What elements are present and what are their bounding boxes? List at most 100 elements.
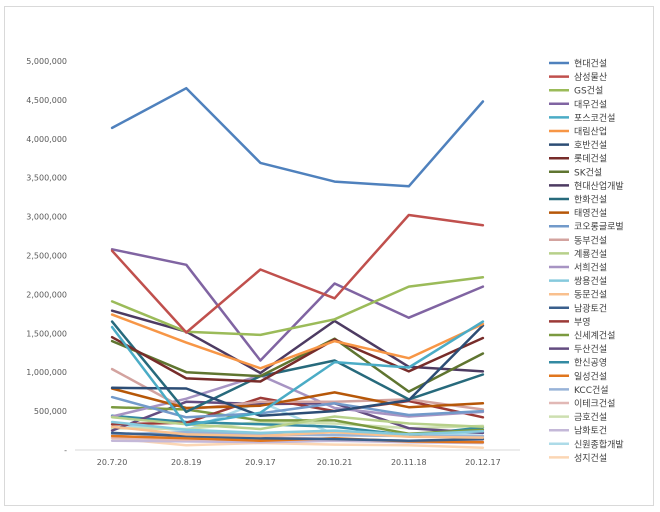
series-line-7 [110,324,485,418]
legend-label: 성지건설 [574,453,607,464]
legend-item: 서희건설 [549,262,607,274]
legend-item: SK건설 [549,167,602,178]
legend-label: SK건설 [574,167,602,178]
legend-item: 신세계건설 [549,330,615,342]
legend-item: 남광토건 [549,302,607,314]
legend-label: 한화건설 [574,195,607,206]
legend-item: 현대산업개발 [549,181,624,192]
legend-label: 포스코건설 [574,113,615,124]
legend-item: 코오롱글로벌 [549,222,624,233]
series-line-4 [110,248,485,362]
series-line-18 [110,425,485,439]
series-line-6 [110,313,485,370]
x-tick-label: 20.12.17 [465,458,501,467]
legend-item: 신원종합개발 [549,439,624,450]
legend-label: 현대건설 [574,59,607,70]
legend-label: 삼성물산 [574,72,607,83]
series-line-12 [110,387,485,410]
legend-item: 대림산업 [549,126,607,138]
series-line-30 [110,437,485,449]
y-tick-label: 5,000,000 [26,57,67,66]
series-line-13 [110,395,485,419]
legend-item: 두산건설 [549,344,607,355]
legend-item: 이테크건설 [549,399,615,410]
legend-item: 일성건설 [549,371,607,382]
legend-label: 신세계건설 [574,330,615,342]
legend-item: 삼성물산 [549,72,607,83]
legend-label: 현대산업개발 [574,181,624,192]
y-tick-label: - [64,446,67,455]
legend-item: 태영건설 [549,208,607,219]
legend-label: 코오롱글로벌 [574,222,624,233]
legend-label: KCC건설 [574,385,609,396]
legend-item: 금호건설 [549,412,607,423]
series-line-15 [110,415,485,431]
x-tick-label: 20.9.17 [245,458,276,467]
series-line-9 [110,337,485,393]
y-tick-label: 500,000 [34,407,67,416]
legend-label: 서희건설 [574,262,607,274]
legend-label: 쌍용건설 [574,276,607,287]
x-tick-label: 20.11.18 [391,458,427,467]
series-line-14 [110,367,485,411]
series-line-2 [110,213,485,334]
series-line-17 [110,420,485,436]
legend-item: 포스코건설 [549,113,615,124]
legend-label: 호반건설 [574,140,607,151]
legend-label: 이테크건설 [574,399,615,410]
legend-label: 계룡건설 [574,248,607,260]
legend-label: 두산건설 [574,344,607,355]
legend-item: 현대건설 [549,59,607,70]
series-line-11 [110,320,485,414]
y-tick-label: 4,500,000 [26,96,67,105]
x-tick-label: 20.8.19 [171,458,202,467]
legend-label: 롯데건설 [574,154,607,165]
legend-item: 한화건설 [549,195,607,206]
legend-item: 계룡건설 [549,248,607,260]
series-line-5 [110,320,485,427]
line-chart: - 500,000 1,000,000 1,500,000 2,000,000 2,500… [26,57,624,467]
legend-label: 동문건설 [574,290,607,301]
legend-label: 남화토건 [574,426,607,437]
y-tick-label: 3,000,000 [26,213,67,222]
legend-item: 동문건설 [549,290,607,301]
legend-label: 대우건설 [574,99,607,110]
legend-label: 대림산업 [574,126,607,138]
y-tick-label: 2,000,000 [26,290,67,299]
legend-item: 동부건설 [549,235,607,246]
legend-label: 금호건설 [574,412,607,423]
series-line-10 [110,309,485,375]
legend-item: 성지건설 [549,453,607,464]
series-line-8 [110,335,485,383]
y-tick-label: 2,500,000 [26,252,67,261]
legend-item: 호반건설 [549,140,607,151]
y-tick-label: 1,000,000 [26,368,67,377]
y-tick-label: 4,000,000 [26,135,67,144]
legend-item: 남화토건 [549,426,607,437]
x-tick-label: 20.10.21 [317,458,353,467]
series-lines [110,86,485,449]
legend-item: 한신공영 [549,358,607,369]
legend-item: 부영 [549,317,591,328]
legend-item: 쌍용건설 [549,276,607,287]
chart-frame: - 500,000 1,000,000 1,500,000 2,000,000 2,500… [4,6,654,506]
legend-item: 롯데건설 [549,154,607,165]
x-tick-label: 20.7.20 [97,458,128,467]
series-line-1 [110,86,485,188]
y-axis: - 500,000 1,000,000 1,500,000 2,000,000 2,500… [26,57,520,455]
legend-label: GS건설 [574,86,603,97]
series-line-19 [110,431,485,442]
legend-label: 신원종합개발 [574,439,624,450]
legend-item: GS건설 [549,86,603,97]
series-line-3 [110,276,485,337]
legend-label: 한신공영 [574,358,607,369]
legend-label: 태영건설 [574,208,607,219]
y-tick-label: 3,500,000 [26,174,67,183]
legend-item: KCC건설 [549,385,609,396]
legend-label: 동부건설 [574,235,607,246]
y-tick-label: 1,500,000 [26,329,67,338]
x-axis: 20.7.20 20.8.19 20.9.17 20.10.21 20.11.18 20.… [97,458,501,467]
legend-label: 남광토건 [574,302,607,314]
legend-label: 일성건설 [574,371,607,382]
